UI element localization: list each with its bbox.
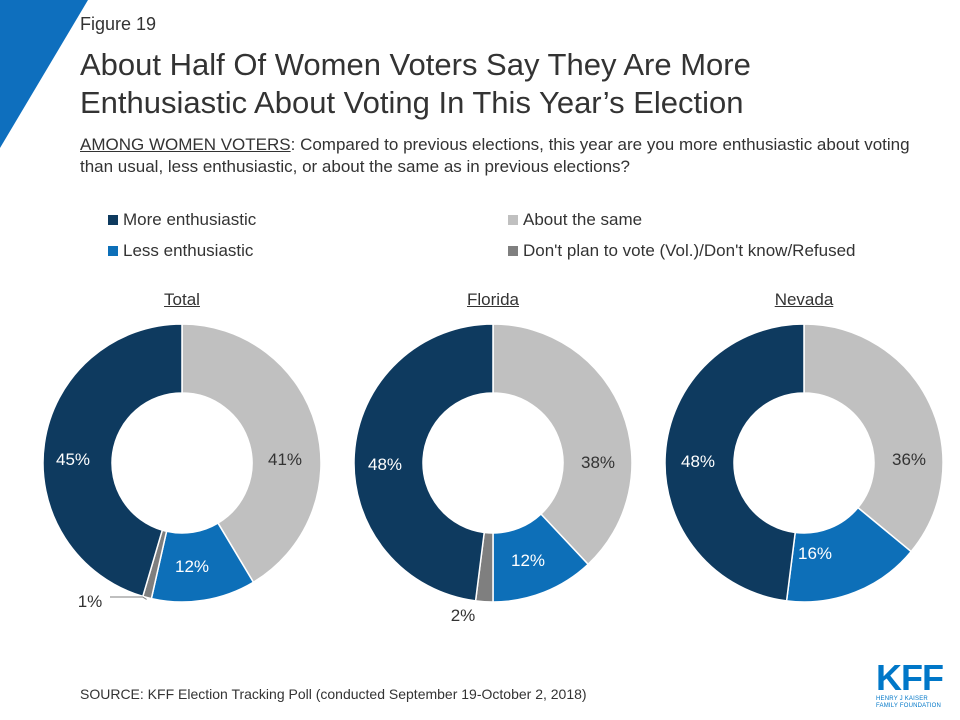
data-label-dont: 2% <box>451 606 476 625</box>
legend-item-dont: Don't plan to vote (Vol.)/Don't know/Ref… <box>508 241 856 261</box>
kff-logo: KFF HENRY J KAISER FAMILY FOUNDATION <box>876 660 946 710</box>
legend-item-same: About the same <box>508 210 642 230</box>
donut-slice-more <box>42 323 183 598</box>
panel-title-florida: Florida <box>467 290 519 309</box>
figure-label: Figure 19 <box>80 14 157 34</box>
legend-label-same: About the same <box>523 210 643 229</box>
question-body: : Compared to previous elections, this y… <box>80 135 910 176</box>
data-label-more: 48% <box>368 455 402 474</box>
legend-label-less: Less enthusiastic <box>123 241 254 260</box>
legend-swatch-more <box>108 215 118 225</box>
legend-swatch-dont <box>508 246 518 256</box>
legend-item-more: More enthusiastic <box>108 210 256 230</box>
question-lead: AMONG WOMEN VOTERS <box>80 135 291 154</box>
data-label-same: 41% <box>268 450 302 469</box>
donut-slice-same <box>492 323 633 566</box>
legend-swatch-less <box>108 246 118 256</box>
donut-slice-same <box>181 323 322 584</box>
legend-label-dont: Don't plan to vote (Vol.)/Don't know/Ref… <box>523 241 856 260</box>
source-note: SOURCE: KFF Election Tracking Poll (cond… <box>80 686 587 702</box>
survey-question: AMONG WOMEN VOTERS: Compared to previous… <box>80 134 910 178</box>
legend-item-less: Less enthusiastic <box>108 241 253 261</box>
panel-title-nevada: Nevada <box>774 290 834 309</box>
logo-wordmark: KFF <box>876 657 944 698</box>
data-label-less: 12% <box>175 557 209 576</box>
page-title: About Half Of Women Voters Say They Are … <box>80 47 751 120</box>
panel-title-total: Total <box>164 290 200 309</box>
legend-swatch-same <box>508 215 518 225</box>
donut-slice-more <box>353 323 494 602</box>
leader-line-dont <box>110 596 147 600</box>
logo-subtext: HENRY J KAISER FAMILY FOUNDATION <box>876 696 942 709</box>
data-label-same: 38% <box>581 453 615 472</box>
donut-slice-more <box>664 323 805 602</box>
data-label-same: 36% <box>892 450 926 469</box>
data-label-more: 45% <box>56 450 90 469</box>
corner-accent <box>0 0 88 148</box>
data-label-less: 16% <box>798 544 832 563</box>
data-label-less: 12% <box>511 551 545 570</box>
legend-label-more: More enthusiastic <box>123 210 257 229</box>
data-label-more: 48% <box>681 452 715 471</box>
donut-slice-same <box>803 323 944 553</box>
data-label-dont: 1% <box>78 592 103 611</box>
